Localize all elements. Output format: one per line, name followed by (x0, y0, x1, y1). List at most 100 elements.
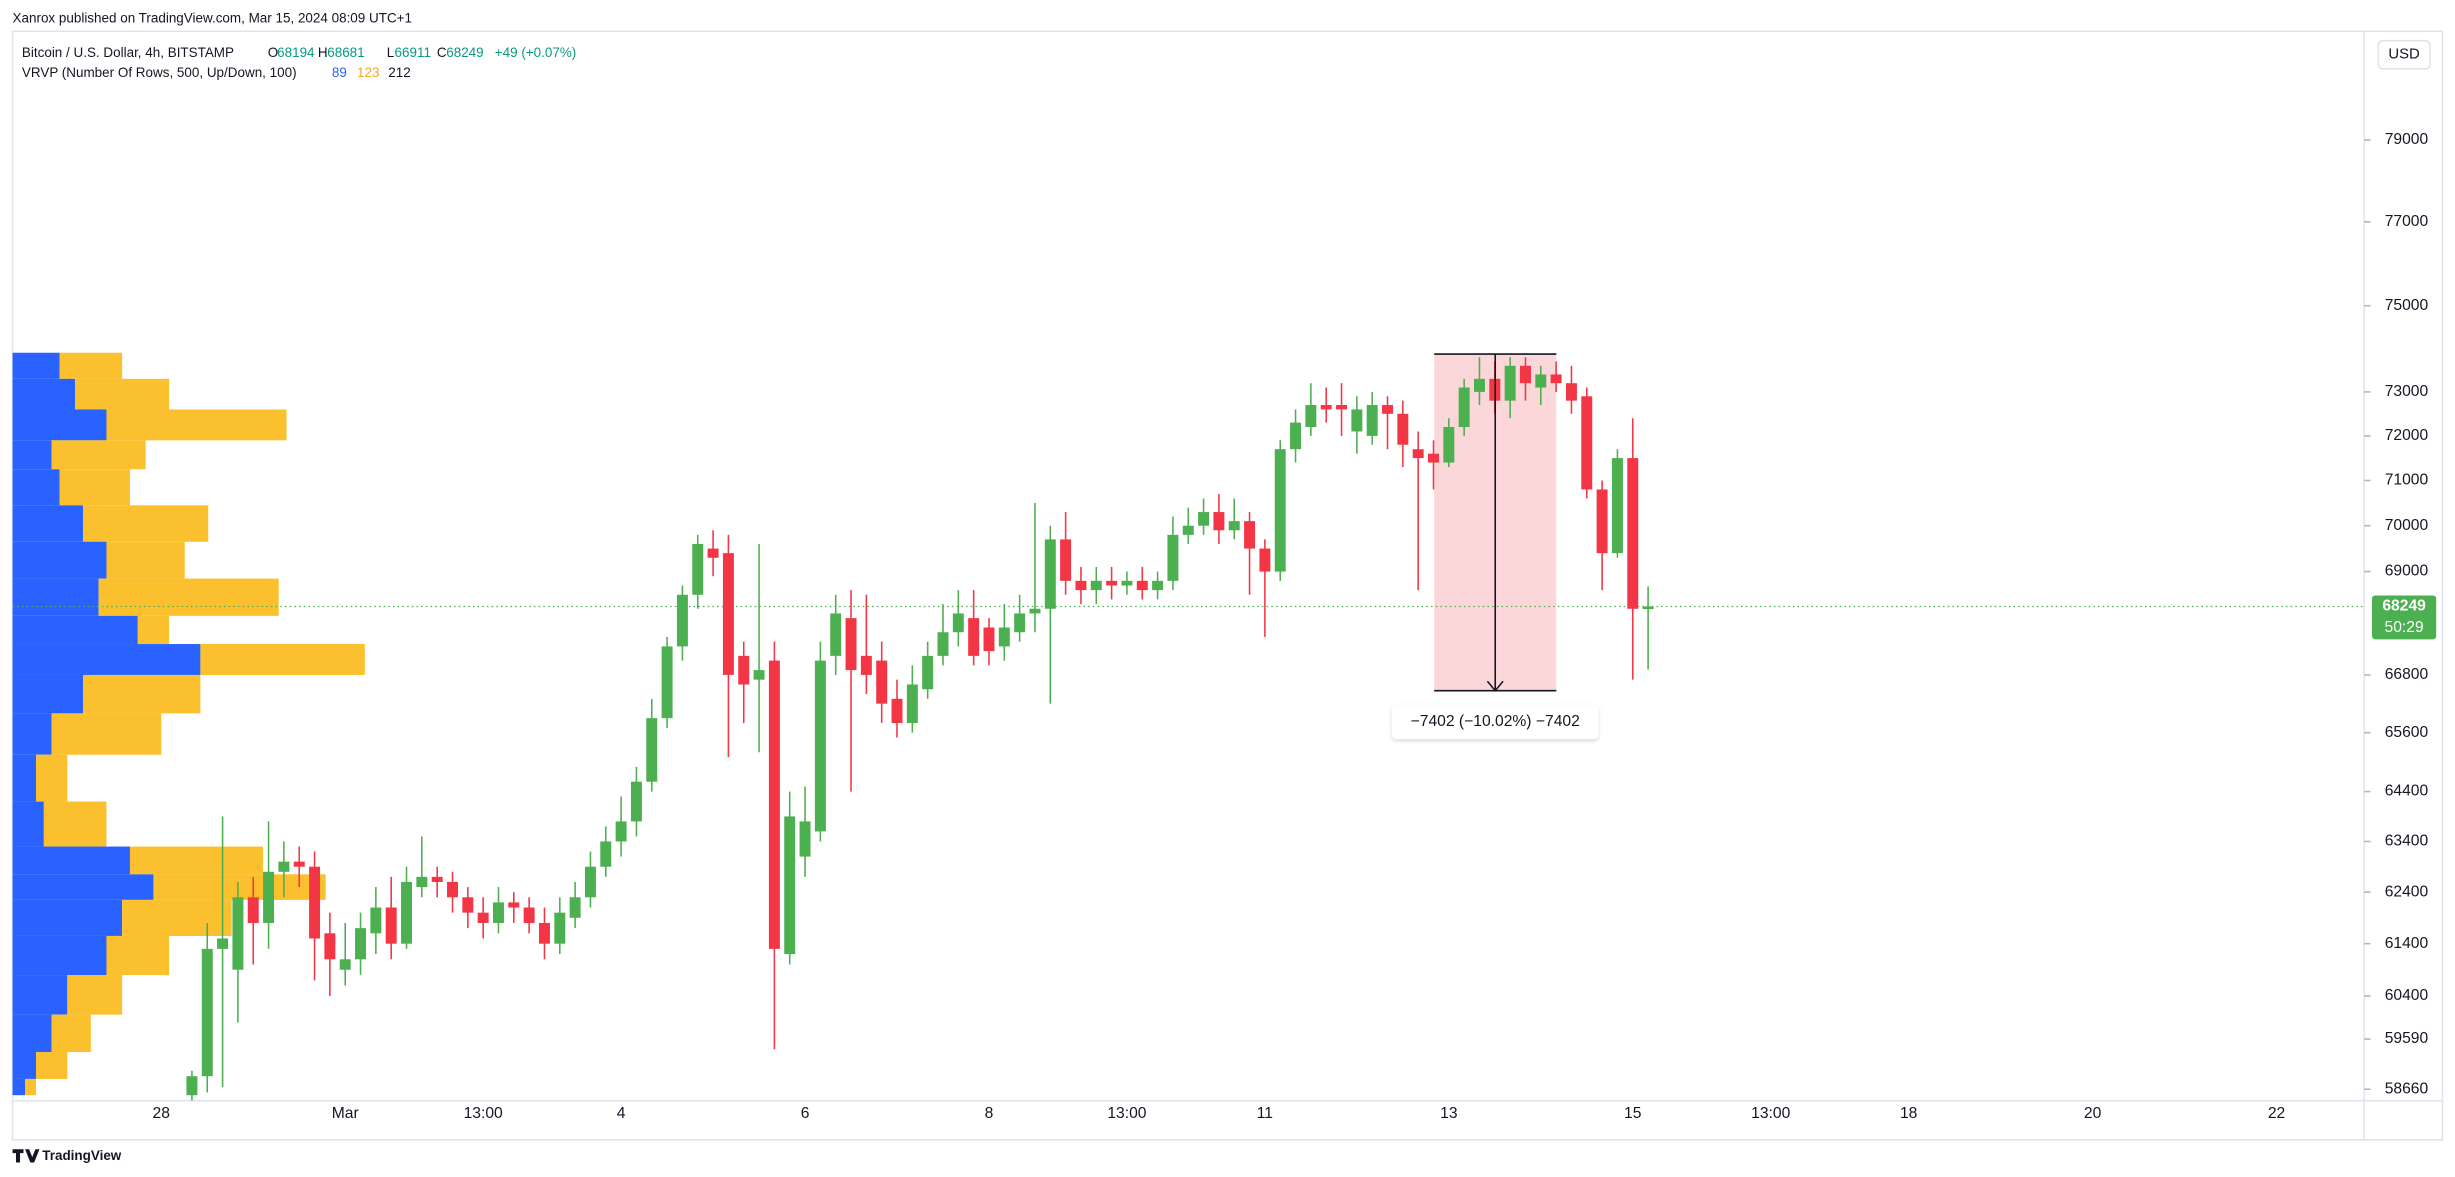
profile-down (59, 469, 130, 506)
y-tick-label: 66800 (2385, 666, 2429, 683)
candle-body (784, 816, 796, 955)
candle-body (523, 907, 535, 923)
profile-down (106, 935, 170, 976)
profile-down (137, 615, 170, 645)
price-badge-value: 68249 (2382, 598, 2426, 615)
candle-body (508, 902, 520, 908)
y-tick-label: 79000 (2385, 131, 2429, 148)
currency[interactable]: USD (2388, 47, 2420, 63)
candle-body (1412, 449, 1424, 459)
candle-body (538, 922, 550, 944)
profile-down (51, 440, 146, 470)
candle-body (1090, 580, 1102, 591)
candle-body (462, 897, 474, 913)
candle-body (1504, 365, 1516, 401)
candle-body (339, 959, 351, 970)
profile-up (12, 440, 52, 470)
profile-up (12, 754, 37, 802)
candle-body (968, 618, 980, 656)
candle-body (983, 627, 995, 652)
x-tick-label: 22 (2268, 1105, 2285, 1122)
candle-body (1182, 525, 1194, 535)
price-badge (2372, 595, 2437, 640)
candle-body (1075, 580, 1087, 591)
y-tick-label: 65600 (2385, 724, 2429, 741)
candle-body (447, 881, 458, 898)
profile-down (36, 754, 68, 802)
profile-down (59, 352, 123, 379)
y-tick-label: 60400 (2385, 987, 2429, 1004)
x-tick-label: 13:00 (1107, 1105, 1146, 1122)
candle-body (1382, 405, 1393, 414)
candle-body (1274, 449, 1286, 572)
candle-body (891, 698, 903, 723)
candle-body (1305, 405, 1317, 428)
profile-down (75, 378, 170, 410)
symbol: Bitcoin / U.S. Dollar, 4h, BITSTAMP (22, 45, 234, 60)
profile-up (12, 1078, 26, 1096)
candle-body (1428, 453, 1439, 463)
profile-up (12, 1052, 37, 1079)
candle-body (1611, 458, 1623, 554)
profile-down (51, 713, 162, 755)
candle-body (1443, 427, 1455, 463)
candle-body (1596, 489, 1608, 554)
y-tick-label: 62400 (2385, 883, 2429, 900)
candle-body (1228, 521, 1240, 531)
candle-body (830, 613, 842, 656)
candle-body (554, 912, 566, 944)
candle-body (569, 897, 581, 918)
candle-body (263, 871, 275, 923)
profile-up (12, 874, 154, 900)
x-tick-label: 11 (1257, 1105, 1273, 1122)
y-tick-label: 72000 (2385, 427, 2429, 444)
candle-body (1198, 512, 1210, 526)
candle-body (1044, 539, 1056, 609)
profile-up (12, 615, 138, 645)
countdown: 50:29 (2385, 619, 2424, 636)
profile-up (12, 644, 201, 675)
candle-body (293, 861, 305, 867)
candle-body (1366, 405, 1378, 436)
candle-body (1259, 548, 1271, 572)
indicator: VRVP (Number Of Rows, 500, Up/Down, 100) (22, 65, 297, 80)
candle-body (217, 938, 229, 949)
y-tick-label: 63400 (2385, 833, 2429, 850)
profile-down (43, 801, 107, 847)
close-value: 68249 (446, 45, 483, 60)
candle-body (309, 866, 321, 939)
candle-body (692, 543, 704, 595)
candle-body (998, 627, 1010, 647)
high-label: H (318, 45, 328, 60)
candle-body (1474, 378, 1485, 392)
candle-body (1627, 458, 1639, 609)
candle-body (584, 866, 596, 898)
candle-body (1581, 396, 1593, 490)
y-tick-label: 77000 (2385, 213, 2429, 230)
candle-body (799, 821, 811, 857)
candle-body (1244, 521, 1256, 549)
measure-arrowhead (1486, 680, 1504, 692)
candle-body (738, 655, 750, 685)
profile-down (106, 409, 287, 441)
profile-up (12, 409, 107, 441)
candle-body (1029, 608, 1041, 614)
currency-button[interactable] (2377, 39, 2431, 70)
candle-body (1550, 374, 1562, 384)
overlay: 58660 59590 60400 61400 62400 63400 64400 65600… (153, 131, 2437, 1122)
profile-up (12, 505, 83, 542)
change: +49 (+0.07%) (495, 45, 577, 60)
profile-up (12, 352, 60, 379)
profile-up (12, 541, 107, 579)
x-tick-label: 13 (1440, 1105, 1458, 1122)
y-tick-label: 73000 (2385, 383, 2429, 400)
candle-body (1519, 365, 1531, 384)
profile-down (98, 578, 279, 616)
x-tick-label: Mar (332, 1105, 359, 1122)
candle-body (952, 613, 964, 633)
candle-body (722, 553, 734, 675)
candle-body (676, 594, 688, 647)
candle-body (1167, 534, 1179, 581)
candle-body (186, 1076, 198, 1096)
candle-body (201, 948, 213, 1077)
